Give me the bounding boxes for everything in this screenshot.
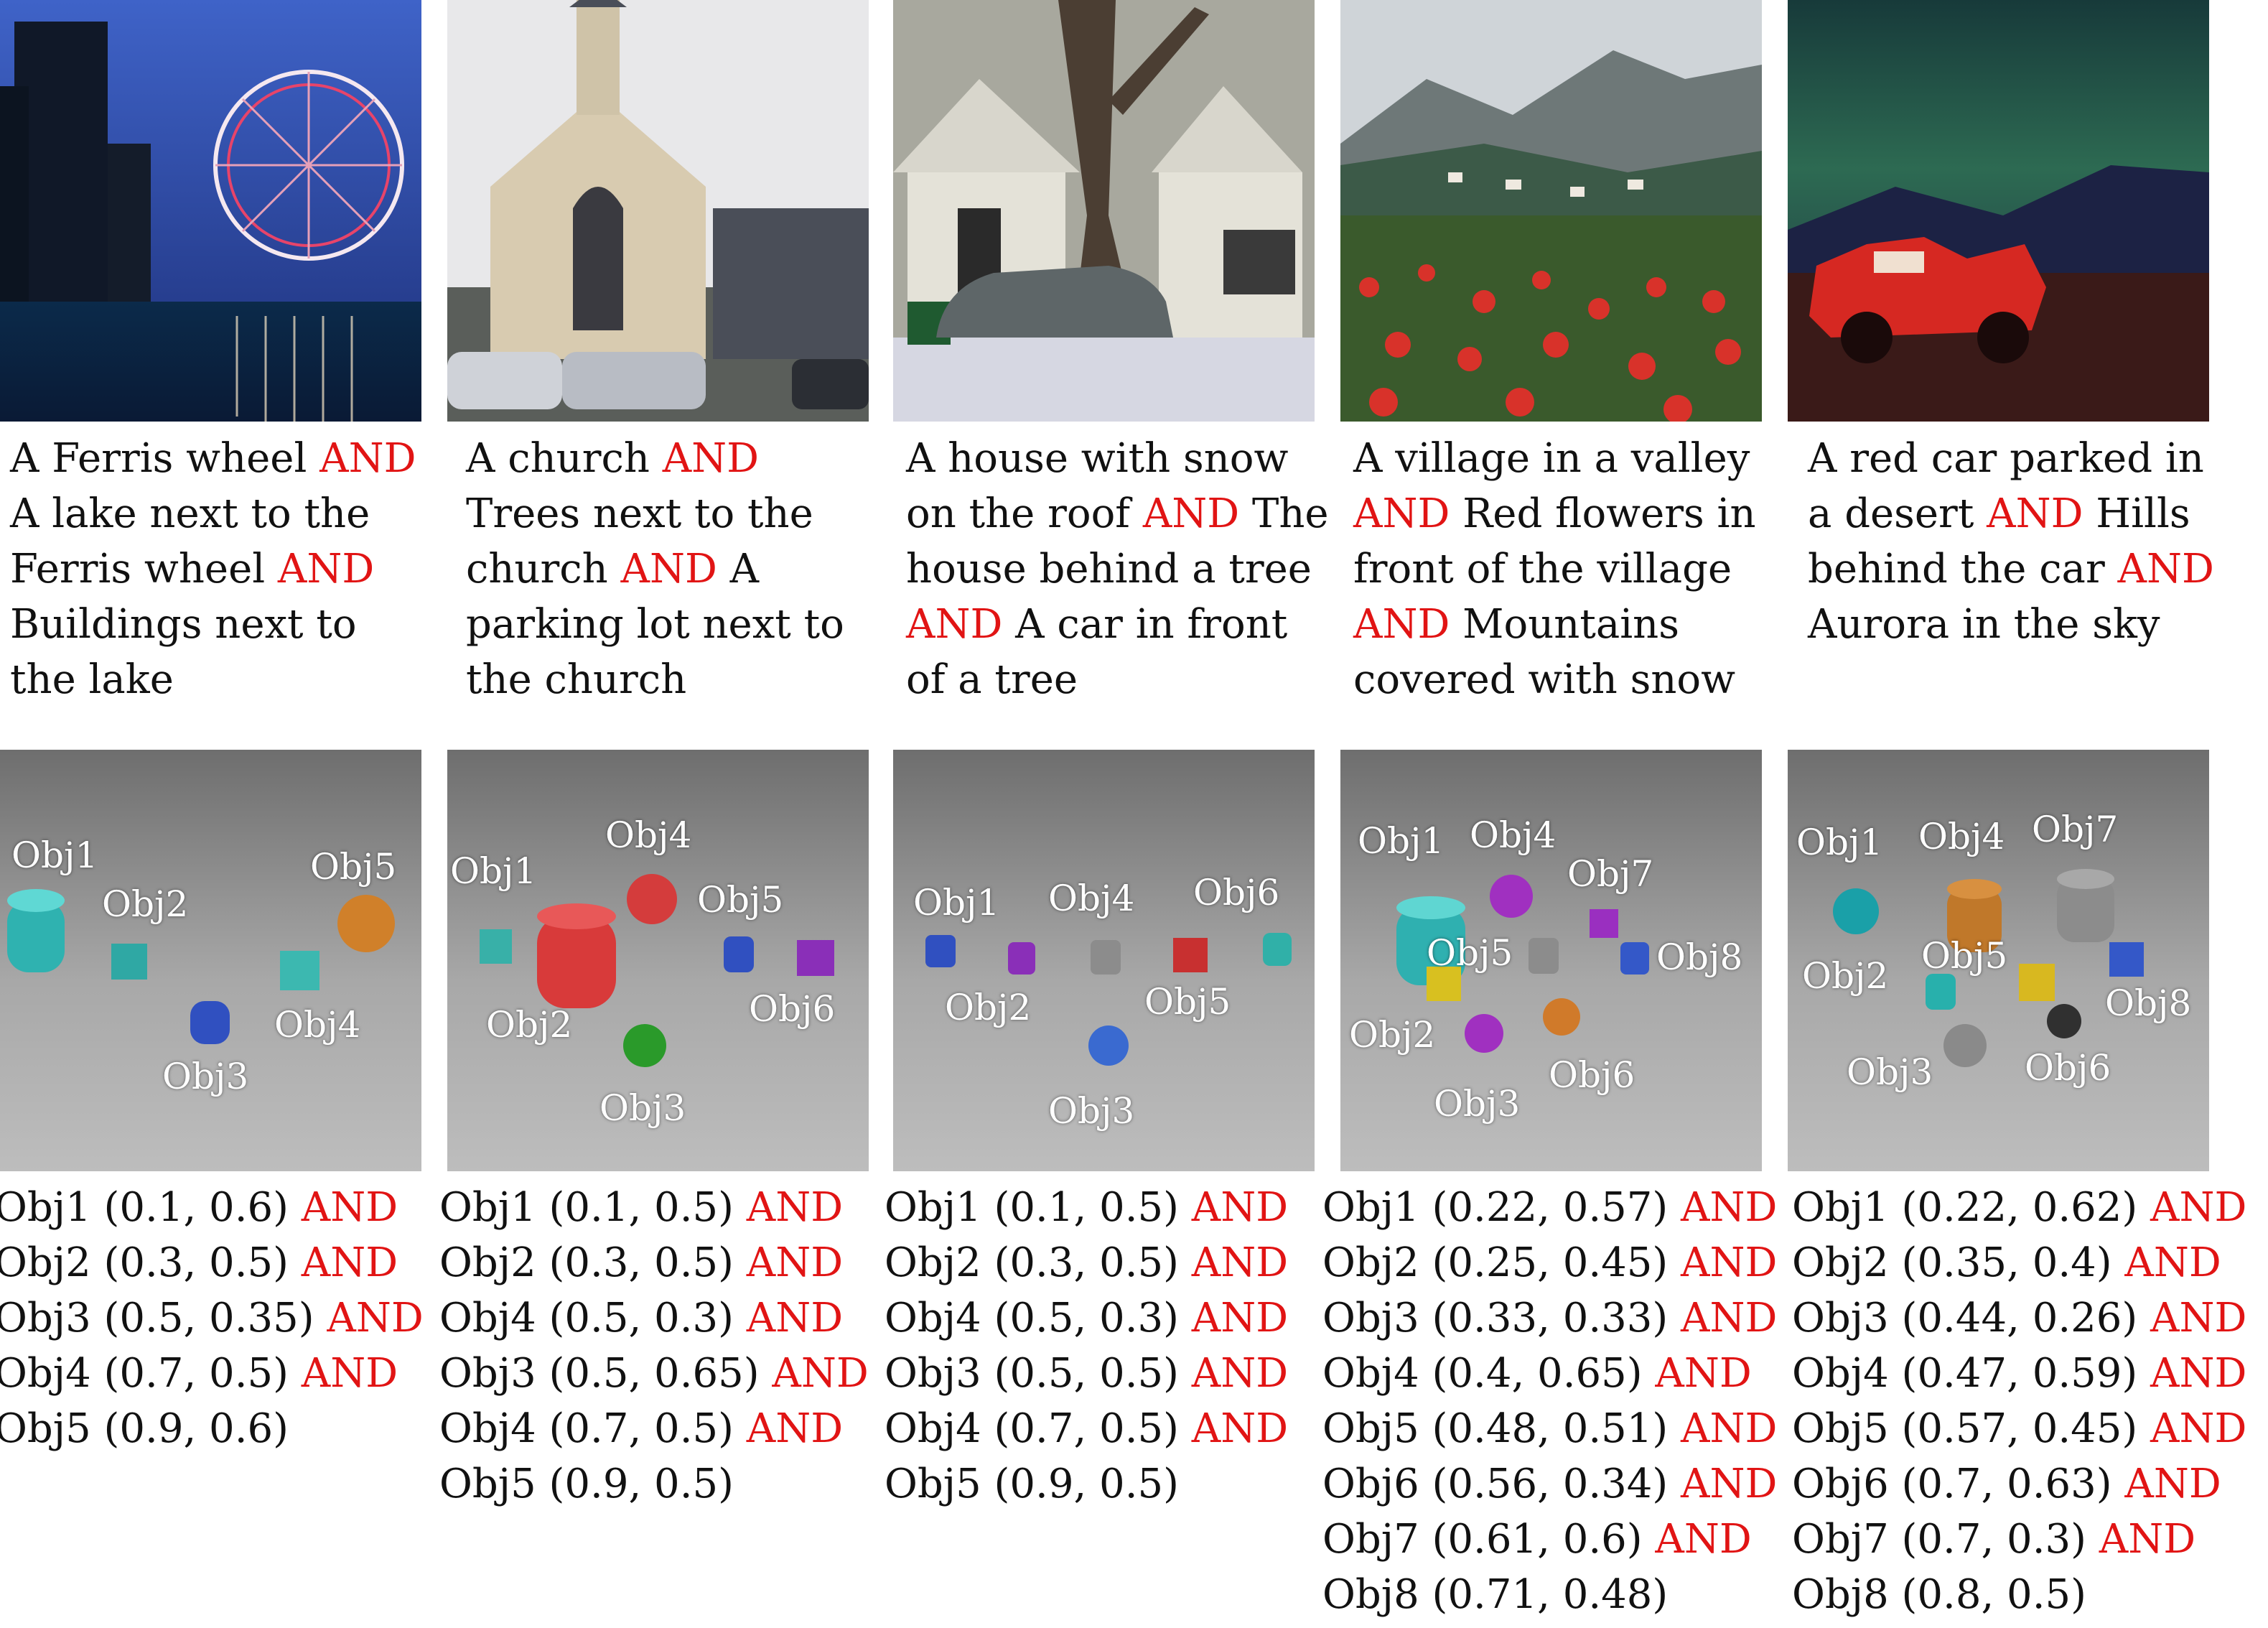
coord-line: Obj8 (0.71, 0.48) xyxy=(1322,1571,1669,1618)
scene-4-label: Obj7 xyxy=(1567,853,1654,895)
coord-line: Obj7 (0.61, 0.6) AND xyxy=(1322,1516,1752,1563)
scene-5-label: Obj4 xyxy=(1918,816,2005,857)
scene-2-label: Obj4 xyxy=(605,814,692,856)
scene-2: Obj1 Obj4 Obj5 Obj2 Obj6 Obj3 xyxy=(447,750,869,1171)
scene-5-label: Obj7 xyxy=(2032,809,2119,850)
coord-line: Obj4 (0.7, 0.5) AND xyxy=(885,1405,1289,1452)
caption-church: A church AND Trees next to the church AN… xyxy=(466,435,844,703)
caption-red-car: A red car parked in a desert AND Hills b… xyxy=(1808,435,2214,648)
scene-3-label: Obj6 xyxy=(1193,872,1280,913)
coord-line: Obj2 (0.3, 0.5) AND xyxy=(0,1239,398,1286)
scene-1-label: Obj2 xyxy=(102,883,189,925)
photo-house-snow xyxy=(893,0,1315,422)
coord-line: Obj4 (0.5, 0.3) AND xyxy=(439,1295,844,1341)
scene-5-label: Obj8 xyxy=(2105,982,2192,1024)
scene-3: Obj1 Obj4 Obj6 Obj2 Obj5 Obj3 xyxy=(893,750,1315,1171)
scene-5-label: Obj3 xyxy=(1847,1051,1933,1093)
caption-ferris-wheel: A Ferris wheel AND A lake next to the Fe… xyxy=(10,435,416,703)
coord-line: Obj5 (0.9, 0.5) xyxy=(885,1461,1179,1507)
coord-line: Obj3 (0.33, 0.33) AND xyxy=(1322,1295,1778,1341)
scene-2-label: Obj1 xyxy=(450,850,537,892)
scene-2-label: Obj2 xyxy=(486,1004,573,1046)
coord-line: Obj6 (0.56, 0.34) AND xyxy=(1322,1461,1778,1507)
coord-line: Obj3 (0.5, 0.65) AND xyxy=(439,1350,869,1397)
photo-village-valley xyxy=(1340,0,1762,422)
scene-1-label: Obj1 xyxy=(11,834,98,876)
scene-2-label: Obj3 xyxy=(599,1087,686,1129)
scene-4-label: Obj4 xyxy=(1470,814,1557,856)
coord-line: Obj1 (0.1, 0.5) AND xyxy=(439,1184,844,1231)
coord-line: Obj8 (0.8, 0.5) xyxy=(1792,1571,2086,1618)
coord-line: Obj2 (0.3, 0.5) AND xyxy=(885,1239,1289,1286)
scene-3-label: Obj2 xyxy=(945,987,1032,1028)
coord-line: Obj4 (0.4, 0.65) AND xyxy=(1322,1350,1752,1397)
scene-1-label: Obj5 xyxy=(310,846,397,888)
coord-line: Obj5 (0.9, 0.5) xyxy=(439,1461,734,1507)
coords-scene-1: Obj1 (0.1, 0.6) AND Obj2 (0.3, 0.5) AND … xyxy=(0,1180,424,1456)
scene-5-label: Obj2 xyxy=(1802,955,1889,997)
scene-2-label: Obj6 xyxy=(749,988,836,1030)
coord-line: Obj5 (0.9, 0.6) xyxy=(0,1405,289,1452)
scene-4-label: Obj3 xyxy=(1434,1083,1521,1125)
photo-red-car-desert xyxy=(1788,0,2209,422)
scene-3-label: Obj5 xyxy=(1144,981,1231,1023)
coord-line: Obj7 (0.7, 0.3) AND xyxy=(1792,1516,2196,1563)
scene-4: Obj1 Obj4 Obj7 Obj5 Obj8 Obj2 Obj6 Obj3 xyxy=(1340,750,1762,1171)
coord-line: Obj4 (0.7, 0.5) AND xyxy=(0,1350,398,1397)
scene-1-label: Obj4 xyxy=(274,1004,361,1046)
scene-5: Obj1 Obj4 Obj7 Obj2 Obj5 Obj8 Obj3 Obj6 xyxy=(1788,750,2209,1171)
scene-4-label: Obj2 xyxy=(1349,1014,1436,1056)
coord-line: Obj2 (0.3, 0.5) AND xyxy=(439,1239,844,1286)
coords-scene-4: Obj1 (0.22, 0.57) AND Obj2 (0.25, 0.45) … xyxy=(1322,1180,1777,1622)
coord-line: Obj3 (0.5, 0.5) AND xyxy=(885,1350,1289,1397)
coord-line: Obj1 (0.22, 0.57) AND xyxy=(1322,1184,1778,1231)
coords-scene-3: Obj1 (0.1, 0.5) AND Obj2 (0.3, 0.5) AND … xyxy=(885,1180,1288,1512)
photo-ferris-wheel xyxy=(0,0,421,422)
coord-line: Obj4 (0.7, 0.5) AND xyxy=(439,1405,844,1452)
caption-village-valley: A village in a valley AND Red flowers in… xyxy=(1353,435,1756,703)
coord-line: Obj4 (0.47, 0.59) AND xyxy=(1792,1350,2247,1397)
coord-line: Obj1 (0.22, 0.62) AND xyxy=(1792,1184,2247,1231)
coord-line: Obj3 (0.5, 0.35) AND xyxy=(0,1295,424,1341)
coord-line: Obj6 (0.7, 0.63) AND xyxy=(1792,1461,2221,1507)
scene-4-label: Obj1 xyxy=(1358,820,1445,862)
scene-4-label: Obj6 xyxy=(1549,1054,1635,1096)
photo-church xyxy=(447,0,869,422)
scene-5-label: Obj5 xyxy=(1921,935,2008,977)
scene-1-label: Obj3 xyxy=(162,1056,249,1097)
scene-4-label: Obj8 xyxy=(1656,936,1743,978)
coord-line: Obj2 (0.25, 0.45) AND xyxy=(1322,1239,1778,1286)
coords-scene-2: Obj1 (0.1, 0.5) AND Obj2 (0.3, 0.5) AND … xyxy=(439,1180,869,1512)
scene-5-label: Obj6 xyxy=(2025,1047,2111,1089)
coord-line: Obj3 (0.44, 0.26) AND xyxy=(1792,1295,2247,1341)
coord-line: Obj4 (0.5, 0.3) AND xyxy=(885,1295,1289,1341)
scene-2-label: Obj5 xyxy=(697,879,784,921)
scene-3-label: Obj3 xyxy=(1048,1090,1135,1132)
coord-line: Obj1 (0.1, 0.5) AND xyxy=(885,1184,1289,1231)
coord-line: Obj5 (0.57, 0.45) AND xyxy=(1792,1405,2247,1452)
coord-line: Obj1 (0.1, 0.6) AND xyxy=(0,1184,398,1231)
scene-3-label: Obj4 xyxy=(1048,878,1135,919)
scene-1: Obj1 Obj2 Obj5 Obj4 Obj3 xyxy=(0,750,421,1171)
scene-3-label: Obj1 xyxy=(913,882,1000,924)
coord-line: Obj2 (0.35, 0.4) AND xyxy=(1792,1239,2221,1286)
scene-4-label: Obj5 xyxy=(1427,932,1513,974)
scene-5-label: Obj1 xyxy=(1796,822,1883,863)
coords-scene-5: Obj1 (0.22, 0.62) AND Obj2 (0.35, 0.4) A… xyxy=(1792,1180,2246,1622)
coord-line: Obj5 (0.48, 0.51) AND xyxy=(1322,1405,1778,1452)
caption-house-snow: A house with snow on the roof AND The ho… xyxy=(906,435,1329,703)
